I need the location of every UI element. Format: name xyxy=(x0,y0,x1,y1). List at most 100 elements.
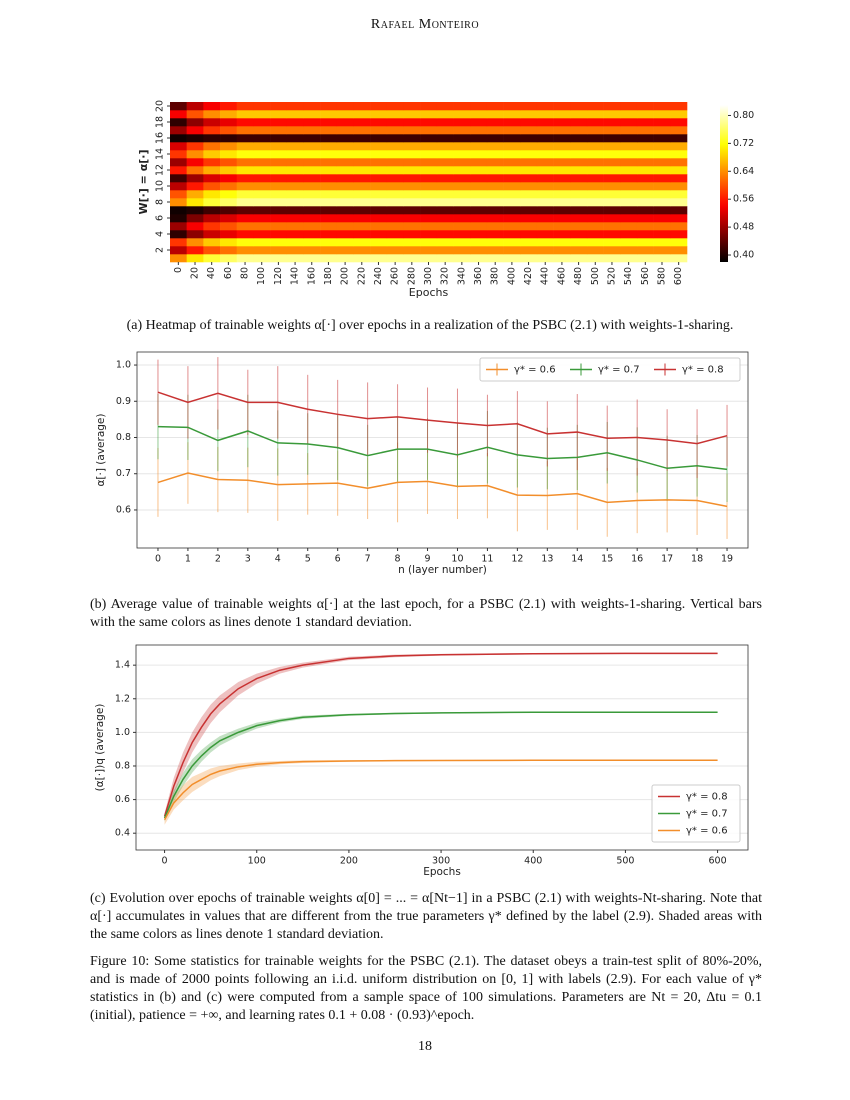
heat-cell xyxy=(186,198,204,207)
heat-cell xyxy=(336,134,354,143)
heat-cell xyxy=(486,142,504,151)
heat-cell xyxy=(320,102,338,111)
heat-cell xyxy=(303,174,321,183)
heat-cell xyxy=(336,174,354,183)
heat-cell xyxy=(320,190,338,199)
heat-cell xyxy=(320,246,338,255)
heat-cell xyxy=(536,102,554,111)
heat-cell xyxy=(420,190,438,199)
heat-cell xyxy=(353,142,371,151)
heat-cell xyxy=(553,118,571,127)
y-tick-label: 0.4 xyxy=(115,828,130,839)
heat-cell xyxy=(436,238,454,247)
x-tick-label: 19 xyxy=(721,554,733,565)
heat-cell xyxy=(453,230,471,239)
heat-cell xyxy=(186,142,204,151)
y-tick-label: 1.4 xyxy=(115,660,130,671)
heat-cell xyxy=(403,238,421,247)
heat-cell xyxy=(420,238,438,247)
heat-cell xyxy=(186,254,204,263)
heat-cell xyxy=(653,118,671,127)
heat-cell xyxy=(336,110,354,119)
heat-cell xyxy=(186,166,204,175)
heat-cell xyxy=(570,222,588,231)
heat-cell xyxy=(670,174,688,183)
heat-cell xyxy=(320,238,338,247)
heat-cell xyxy=(236,230,254,239)
heat-cell xyxy=(653,174,671,183)
heat-cell xyxy=(486,134,504,143)
heat-cell xyxy=(670,102,688,111)
heat-cell xyxy=(203,254,221,263)
heat-cell xyxy=(586,166,604,175)
heat-cell xyxy=(503,254,521,263)
y-tick-label: 10 xyxy=(155,180,166,192)
series-line xyxy=(157,391,728,445)
heat-cell xyxy=(236,134,254,143)
heat-cell xyxy=(336,166,354,175)
heat-cell xyxy=(353,158,371,167)
heat-cell xyxy=(270,230,288,239)
heat-cell xyxy=(586,118,604,127)
heat-cell xyxy=(370,222,388,231)
heat-cell xyxy=(570,246,588,255)
heat-cell xyxy=(420,222,438,231)
heat-cell xyxy=(620,238,638,247)
heat-cell xyxy=(353,102,371,111)
x-tick-label: 580 xyxy=(656,267,667,285)
heat-cell xyxy=(170,150,187,159)
heat-cell xyxy=(303,238,321,247)
heat-cell xyxy=(170,254,187,263)
heat-cell xyxy=(536,110,554,119)
heat-cell xyxy=(553,174,571,183)
heat-cell xyxy=(286,158,304,167)
heat-cell xyxy=(203,158,221,167)
heat-cell xyxy=(170,182,187,191)
heat-cell xyxy=(353,246,371,255)
y-axis-label: W[·] = α[·] xyxy=(137,149,150,214)
heat-cell xyxy=(586,150,604,159)
heat-cell xyxy=(503,158,521,167)
heat-cell xyxy=(386,206,404,215)
heat-cell xyxy=(286,230,304,239)
heat-cell xyxy=(553,198,571,207)
heat-cell xyxy=(653,254,671,263)
heat-cell xyxy=(436,134,454,143)
heat-cell xyxy=(370,198,388,207)
heat-cell xyxy=(170,158,187,167)
heat-cell xyxy=(653,222,671,231)
heat-cell xyxy=(336,198,354,207)
heat-cell xyxy=(386,174,404,183)
heat-cell xyxy=(436,102,454,111)
heat-cell xyxy=(353,222,371,231)
x-tick-label: 60 xyxy=(223,267,234,279)
heat-cell xyxy=(436,174,454,183)
y-tick-label: 0.7 xyxy=(116,468,131,479)
x-tick-label: 360 xyxy=(473,267,484,285)
heat-cell xyxy=(470,174,488,183)
heat-cell xyxy=(253,190,271,199)
heat-cell xyxy=(170,206,187,215)
heat-cell xyxy=(503,102,521,111)
heat-cell xyxy=(220,110,238,119)
heat-cell xyxy=(203,118,221,127)
heat-cell xyxy=(203,150,221,159)
heat-cell xyxy=(453,206,471,215)
series-line xyxy=(163,711,718,819)
heat-cell xyxy=(353,238,371,247)
heat-cell xyxy=(403,134,421,143)
heat-cell xyxy=(520,158,538,167)
heat-cell xyxy=(253,110,271,119)
x-tick-label: 140 xyxy=(290,267,301,285)
heat-cell xyxy=(320,230,338,239)
heat-cell xyxy=(320,198,338,207)
heat-cell xyxy=(420,214,438,223)
heat-cell xyxy=(420,230,438,239)
heat-cell xyxy=(470,198,488,207)
page-number: 18 xyxy=(418,1039,432,1054)
heat-cell xyxy=(470,238,488,247)
heat-cell xyxy=(186,150,204,159)
heat-cell xyxy=(553,142,571,151)
heat-cell xyxy=(653,134,671,143)
heat-cell xyxy=(353,134,371,143)
